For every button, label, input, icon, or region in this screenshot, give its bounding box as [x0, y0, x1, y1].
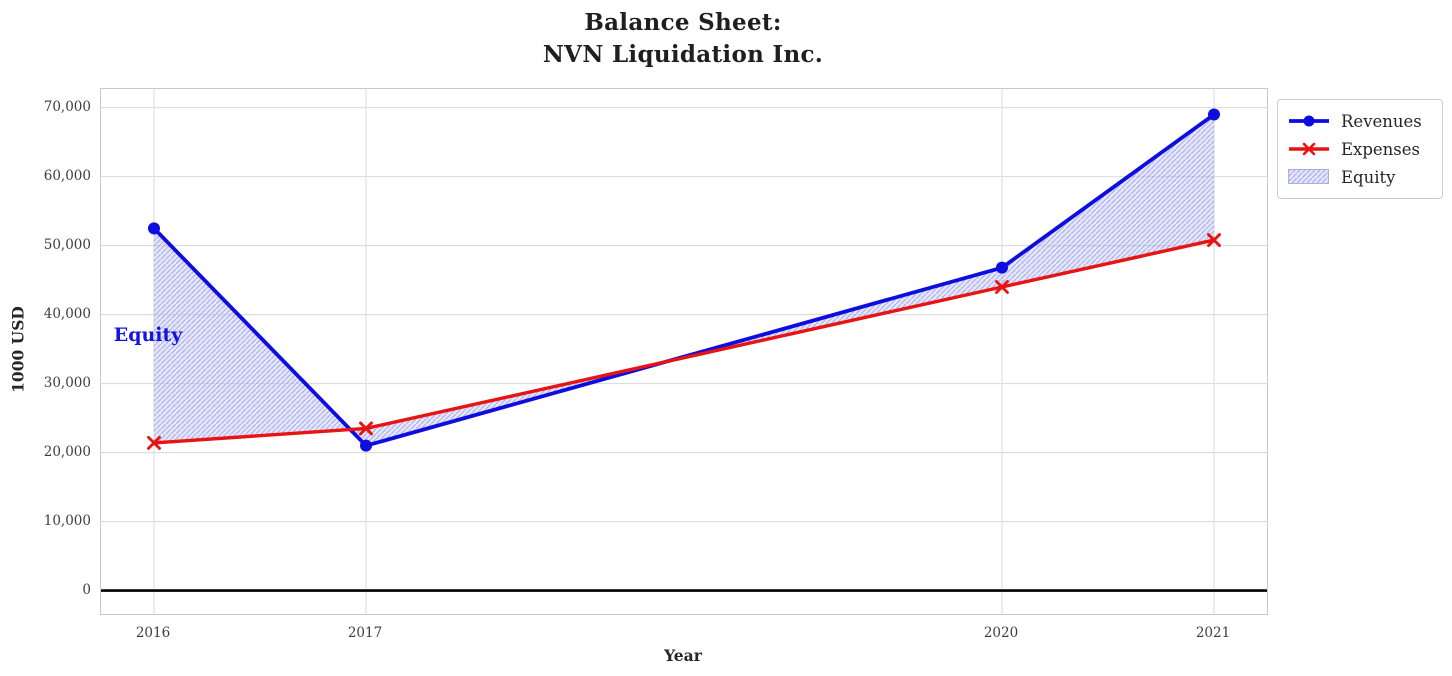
revenues-marker [148, 222, 160, 235]
x-tick-label: 2016 [135, 625, 171, 641]
x-tick-label: 2021 [1195, 625, 1231, 641]
expenses-marker [995, 280, 1009, 294]
y-tick-label: 60,000 [43, 167, 91, 184]
equity-patch-icon [1287, 168, 1331, 186]
legend-label-revenues: Revenues [1341, 111, 1422, 131]
revenues-marker [1208, 108, 1220, 121]
expenses-marker [1207, 233, 1221, 248]
y-tick-label: 70,000 [43, 98, 91, 115]
y-axis-label: 1000 USD [8, 306, 28, 393]
y-tick-label: 0 [82, 581, 91, 598]
plot-area: Equity [100, 88, 1268, 615]
legend-item-expenses: Expenses [1287, 135, 1432, 163]
equity-fill-hatch [154, 114, 1214, 446]
y-tick-label: 30,000 [43, 374, 91, 391]
x-tick-label: 2020 [983, 625, 1019, 641]
y-tick-label: 10,000 [43, 512, 91, 529]
chart-plot-svg [101, 89, 1267, 614]
expenses-line [153, 238, 1215, 445]
revenues-marker [996, 261, 1008, 274]
equity-annotation: Equity [113, 324, 183, 347]
legend: Revenues Expenses [1277, 99, 1443, 199]
expenses-line-icon [1287, 141, 1331, 157]
y-tick-label: 40,000 [43, 305, 91, 322]
chart-title: Balance Sheet: NVN Liquidation Inc. [542, 9, 824, 69]
legend-item-equity: Equity [1287, 163, 1432, 191]
expenses-marker [147, 435, 161, 450]
legend-label-equity: Equity [1341, 167, 1396, 187]
legend-item-revenues: Revenues [1287, 107, 1432, 135]
x-tick-label: 2017 [347, 625, 383, 641]
x-axis-label: Year [664, 646, 702, 665]
y-tick-label: 50,000 [43, 236, 91, 253]
revenues-marker [360, 439, 372, 452]
y-tick-label: 20,000 [43, 443, 91, 460]
expenses-marker [359, 421, 373, 436]
revenues-line-icon [1287, 113, 1331, 129]
legend-label-expenses: Expenses [1341, 139, 1421, 159]
